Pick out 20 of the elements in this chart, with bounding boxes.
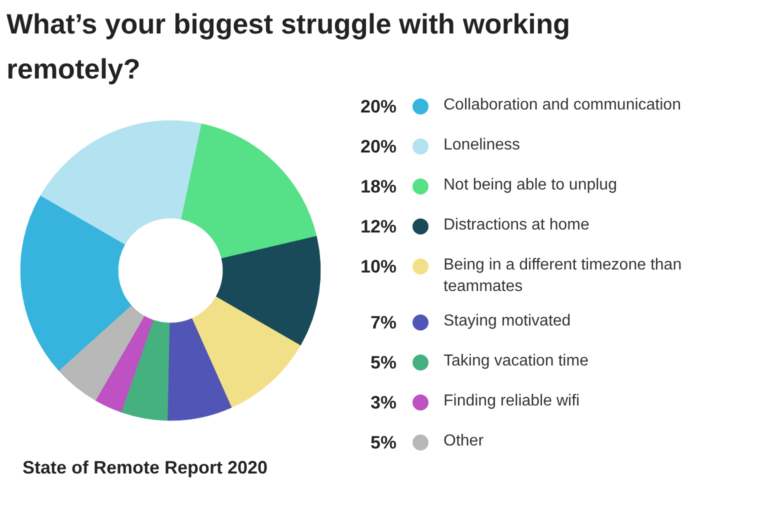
legend-label: Other <box>444 432 484 450</box>
legend-label: Taking vacation time <box>444 352 589 370</box>
legend-label: Distractions at home <box>444 216 590 234</box>
legend-label: Being in a different timezone than teammates <box>444 256 682 295</box>
text: State of Remote Report 2020 <box>22 458 268 478</box>
legend-label: Loneliness <box>444 136 520 154</box>
chart-title: What’s your biggest struggle with working remotely? <box>6 8 570 84</box>
legend-label: Finding reliable wifi <box>444 392 580 410</box>
data-label: 20% <box>360 96 397 116</box>
legend-label: Not being able to unplug <box>444 176 617 194</box>
data-label: 3% <box>370 392 396 412</box>
legend-label: Collaboration and communication <box>444 96 681 114</box>
legend-label: Staying motivated <box>444 312 571 330</box>
data-label: 10% <box>360 256 397 276</box>
data-label: 12% <box>360 216 397 236</box>
data-label: 5% <box>370 352 396 372</box>
data-label: 5% <box>370 432 396 452</box>
data-label: 7% <box>370 312 396 332</box>
data-label: 18% <box>360 176 397 196</box>
data-label: 20% <box>360 136 397 156</box>
